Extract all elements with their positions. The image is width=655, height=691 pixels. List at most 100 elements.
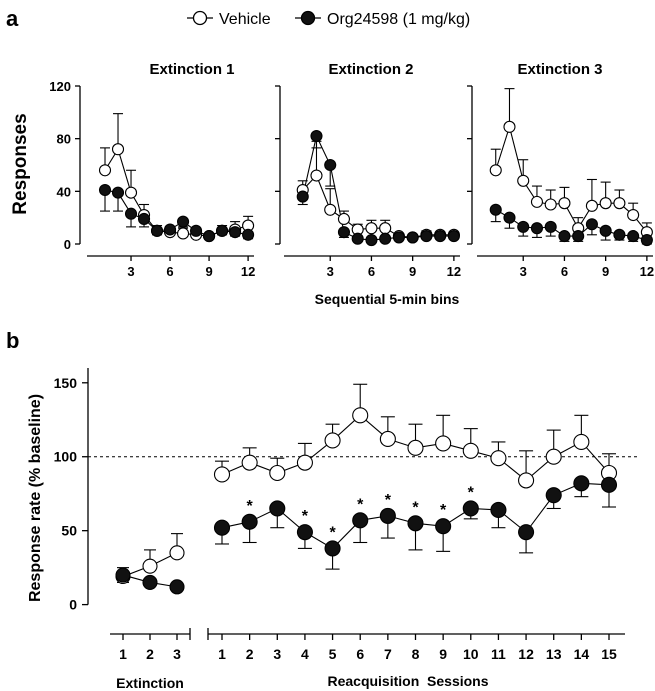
panel-a3-s0-point-7 xyxy=(585,199,598,212)
panel-b-significance-5: * xyxy=(412,499,419,516)
panel-b-re-s0-point-2 xyxy=(269,464,286,482)
panel-a2-s1-point-7 xyxy=(392,231,405,244)
panel-a1-s0-point-6 xyxy=(177,227,190,240)
panel-a1-s1-point-3 xyxy=(137,212,151,226)
panel-a1-s1-point-5 xyxy=(163,223,177,236)
panel-a3-s1-point-1 xyxy=(503,211,516,224)
legend: Vehicle Org24598 (1 mg/kg) xyxy=(187,10,470,28)
panel-b-ext-xtick-label-2: 3 xyxy=(173,646,181,662)
panel-a2-s1-point-0 xyxy=(296,190,309,203)
panel-b-re-s0-point-1 xyxy=(241,454,258,471)
panel-a2-s1-point-11 xyxy=(447,230,460,243)
panel-a2-s1-point-3 xyxy=(337,226,351,239)
panel-a1-s1-point-1 xyxy=(111,186,125,199)
panel-b-significance-4: * xyxy=(385,492,392,509)
panel-b-ext-xtick-label-1: 2 xyxy=(146,646,154,662)
panel-a1-ytick-label-0: 0 xyxy=(64,237,71,252)
panel-b-re-s1-point-3 xyxy=(296,524,313,541)
panel-b-re-s1-point-13 xyxy=(573,475,590,492)
panel-a3-s0-point-3 xyxy=(530,195,544,208)
panel-a1-s0-point-1 xyxy=(111,143,125,156)
panel-a3-s1-point-0 xyxy=(489,203,502,216)
panel-b-re-xtick-label-12: 13 xyxy=(546,646,562,662)
panel-b-re-s1-point-2 xyxy=(269,500,286,517)
panel-b-re-xtick-label-1: 2 xyxy=(246,646,254,662)
panel-b-re-xtick-label-0: 1 xyxy=(218,646,226,662)
panel-a3-s1-point-7 xyxy=(585,218,598,231)
panel-a1-xtick-label-3: 12 xyxy=(241,264,255,279)
panel-a2-s0-point-1 xyxy=(310,169,323,182)
panel-b-re-s0-point-7 xyxy=(407,439,424,456)
panel-b-significance-6: * xyxy=(440,502,447,519)
panel-b-re-xtick-label-5: 6 xyxy=(356,646,364,662)
panel-b-re-s1-point-9 xyxy=(462,500,479,517)
panel-a2-s1-point-10 xyxy=(434,230,447,243)
xlabel-reacquisition: Reacquisition Sessions xyxy=(327,673,488,689)
panel-a3-s0-point-5 xyxy=(558,197,571,210)
panel-b-re-s0-point-4 xyxy=(324,432,341,449)
panel-a2-s0-point-2 xyxy=(324,203,337,216)
panel-a3-s1-point-11 xyxy=(640,234,653,247)
panel-b-re-s1-point-7 xyxy=(407,515,424,532)
panel-b-significance-1: * xyxy=(302,508,309,525)
panel-a3-s1-point-5 xyxy=(558,230,571,243)
ylabel-response-rate: Response rate (% baseline) xyxy=(27,394,44,602)
legend-vehicle-marker xyxy=(192,10,208,26)
panel-b-ext-s1-point-0 xyxy=(115,567,131,583)
panel-b-re-s1-point-5 xyxy=(352,512,369,529)
panel-a2-xtick-label-2: 9 xyxy=(409,264,416,279)
panel-a3-s0-point-4 xyxy=(544,198,557,211)
panel-a3-s0-point-10 xyxy=(627,208,640,222)
panel-b-re-s0-point-11 xyxy=(518,472,535,489)
title-extinction-3: Extinction 3 xyxy=(517,61,602,78)
panel-a1-ytick-label-3: 120 xyxy=(49,79,71,94)
title-extinction-2: Extinction 2 xyxy=(328,61,413,78)
panel-a1-s1-point-8 xyxy=(203,230,216,243)
panel-a1-s1-point-0 xyxy=(98,183,112,197)
panel-a3-s1-point-2 xyxy=(517,220,530,233)
panel-b-re-s1-point-10 xyxy=(490,501,507,519)
panel-b-re-s1-point-12 xyxy=(545,487,562,504)
panel-a3-s1-point-10 xyxy=(627,230,640,243)
panel-b-ytick-label-3: 150 xyxy=(54,375,78,391)
panel-a1-xtick-label-0: 3 xyxy=(127,264,134,279)
panel-b-re-s0-point-0 xyxy=(213,466,231,483)
legend-drug-marker xyxy=(300,10,316,26)
panel-a3-s0-point-9 xyxy=(613,197,626,210)
panel-a3-s1-point-3 xyxy=(530,222,544,235)
panel-a1-s1-point-7 xyxy=(190,224,203,237)
title-extinction-1: Extinction 1 xyxy=(149,61,234,78)
panel-a1-xtick-label-1: 6 xyxy=(166,264,173,279)
panel-a1-s1-point-11 xyxy=(242,228,255,241)
xlabel-sequential-bins: Sequential 5-min bins xyxy=(315,291,460,307)
panel-a2-s1-point-6 xyxy=(379,232,392,245)
panel-a2-xtick-label-3: 12 xyxy=(447,264,461,279)
panel-b-ext-s1-point-1 xyxy=(142,574,158,590)
panel-a3-s1-point-6 xyxy=(572,230,585,243)
panel-b-re-s1-point-4 xyxy=(324,540,341,557)
panel-label-b: b xyxy=(6,328,19,353)
panel-a3-s0-point-2 xyxy=(517,174,530,187)
panel-b-significance-7: * xyxy=(468,484,475,501)
panel-label-a: a xyxy=(6,6,19,31)
panel-b-re-s0-point-9 xyxy=(462,442,479,459)
panel-a3-xtick-label-0: 3 xyxy=(520,264,527,279)
panel-b-re-xtick-label-3: 4 xyxy=(301,646,309,662)
panel-a3-s1-point-9 xyxy=(613,228,626,241)
panel-b-re-s1-point-14 xyxy=(600,476,618,493)
panel-b-significance-3: * xyxy=(357,496,364,513)
panel-a3-xtick-label-1: 6 xyxy=(561,264,568,279)
legend-drug-label: Org24598 (1 mg/kg) xyxy=(327,11,470,28)
panel-a3-s0-point-8 xyxy=(599,197,612,210)
ylabel-responses: Responses xyxy=(10,113,31,214)
panel-a2-s1-point-2 xyxy=(324,158,337,172)
panel-a2-s1-point-9 xyxy=(420,230,433,243)
panel-b-ytick-label-1: 50 xyxy=(61,523,77,539)
panel-b-re-xtick-label-8: 9 xyxy=(439,646,447,662)
panel-a2-s1-point-1 xyxy=(310,129,323,143)
panel-b-re-xtick-label-9: 10 xyxy=(463,646,479,662)
panel-b-re-s1-point-1 xyxy=(241,513,258,530)
panel-b-significance-2: * xyxy=(329,524,336,541)
